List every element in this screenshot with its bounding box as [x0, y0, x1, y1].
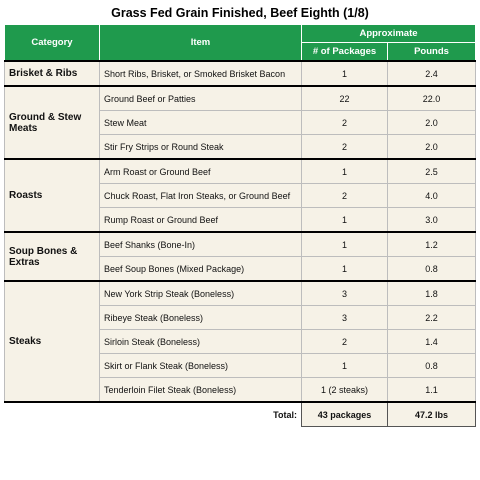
item-cell: Beef Soup Bones (Mixed Package): [99, 256, 302, 282]
pounds-cell: 1.2: [386, 231, 477, 257]
packages-cell: 1 (2 steaks): [301, 377, 388, 403]
item-cell: Short Ribs, Brisket, or Smoked Brisket B…: [99, 60, 302, 87]
item-cell: New York Strip Steak (Boneless): [99, 280, 302, 306]
category-cell: Ground & Stew Meats: [4, 85, 100, 160]
beef-table: Category Item Approximate # of Packages Poun…: [4, 24, 477, 427]
item-cell: Rump Roast or Ground Beef: [99, 207, 302, 233]
packages-cell: 3: [301, 280, 388, 306]
item-cell: Chuck Roast, Flat Iron Steaks, or Ground…: [99, 183, 302, 208]
category-cell: Brisket & Ribs: [4, 60, 100, 87]
packages-cell: 3: [301, 305, 388, 330]
pounds-cell: 4.0: [386, 183, 477, 208]
table-row: Sirloin Steak (Boneless) 2 1.4: [5, 329, 477, 354]
item-cell: Sirloin Steak (Boneless): [99, 329, 302, 354]
total-label: Total:: [99, 401, 302, 427]
item-cell: Skirt or Flank Steak (Boneless): [99, 353, 302, 378]
table-row: Ribeye Steak (Boneless) 3 2.2: [5, 305, 477, 330]
table-row: Roasts Arm Roast or Ground Beef 1 2.5: [4, 158, 477, 233]
category-cell: Roasts: [4, 158, 100, 233]
packages-cell: 2: [301, 110, 388, 135]
item-cell: Arm Roast or Ground Beef: [99, 158, 302, 184]
table-row: Skirt or Flank Steak (Boneless) 1 0.8: [5, 353, 477, 378]
table-row: Total: 43 packages 47.2 lbs: [4, 401, 477, 427]
table-title: Grass Fed Grain Finished, Beef Eighth (1…: [111, 6, 369, 20]
table-row: Ground & Stew Meats Ground Beef or Pattie…: [4, 85, 477, 160]
total-pounds: 47.2 lbs: [386, 401, 477, 427]
packages-cell: 2: [301, 329, 388, 354]
header-cell: Approximate: [300, 24, 477, 43]
packages-cell: 1: [301, 353, 388, 378]
header-cell: Pounds: [386, 42, 477, 62]
table-row: Steaks New York Strip Steak (Boneless) 3 1.…: [4, 280, 477, 403]
pounds-cell: 1.8: [386, 280, 477, 306]
packages-cell: 2: [301, 134, 388, 160]
pounds-cell: 2.4: [386, 60, 477, 87]
table-row: Category Item Approximate: [4, 24, 477, 62]
total-packages: 43 packages: [301, 401, 388, 427]
item-cell: Ribeye Steak (Boneless): [99, 305, 302, 330]
table-row: Brisket & Ribs Short Ribs, Brisket, or Sm…: [4, 60, 477, 87]
pounds-cell: 2.5: [386, 158, 477, 184]
table-row: Beef Soup Bones (Mixed Package) 1 0.8: [5, 256, 477, 282]
table-row: Rump Roast or Ground Beef 1 3.0: [5, 207, 477, 233]
item-cell: Ground Beef or Patties: [99, 85, 302, 111]
header-cell: Item: [99, 24, 302, 62]
table-row: Stir Fry Strips or Round Steak 2 2.0: [5, 134, 477, 160]
packages-cell: 1: [301, 158, 388, 184]
table-row: Stew Meat 2 2.0: [5, 110, 477, 135]
packages-cell: 1: [301, 231, 388, 257]
packages-cell: 2: [301, 183, 388, 208]
pounds-cell: 3.0: [386, 207, 477, 233]
pounds-cell: 2.0: [386, 134, 477, 160]
blank-cell: [4, 401, 100, 427]
packages-cell: 22: [301, 85, 388, 111]
item-cell: Stew Meat: [99, 110, 302, 135]
pounds-cell: 1.4: [386, 329, 477, 354]
pounds-cell: 2.0: [386, 110, 477, 135]
pounds-cell: 0.8: [386, 256, 477, 282]
header-cell: Category: [4, 24, 100, 62]
table-row: Chuck Roast, Flat Iron Steaks, or Ground…: [5, 183, 477, 208]
category-cell: Steaks: [4, 280, 100, 403]
table-row: Soup Bones & Extras Beef Shanks (Bone-In)…: [4, 231, 477, 282]
pounds-cell: 2.2: [386, 305, 477, 330]
table-row: # of Packages Pounds: [5, 42, 477, 62]
packages-cell: 1: [301, 256, 388, 282]
item-cell: Stir Fry Strips or Round Steak: [99, 134, 302, 160]
pounds-cell: 22.0: [386, 85, 477, 111]
pounds-cell: 1.1: [386, 377, 477, 403]
item-cell: Beef Shanks (Bone-In): [99, 231, 302, 257]
item-cell: Tenderloin Filet Steak (Boneless): [99, 377, 302, 403]
category-cell: Soup Bones & Extras: [4, 231, 100, 282]
pounds-cell: 0.8: [386, 353, 477, 378]
packages-cell: 1: [301, 207, 388, 233]
packages-cell: 1: [301, 60, 388, 87]
header-cell: # of Packages: [301, 42, 388, 62]
